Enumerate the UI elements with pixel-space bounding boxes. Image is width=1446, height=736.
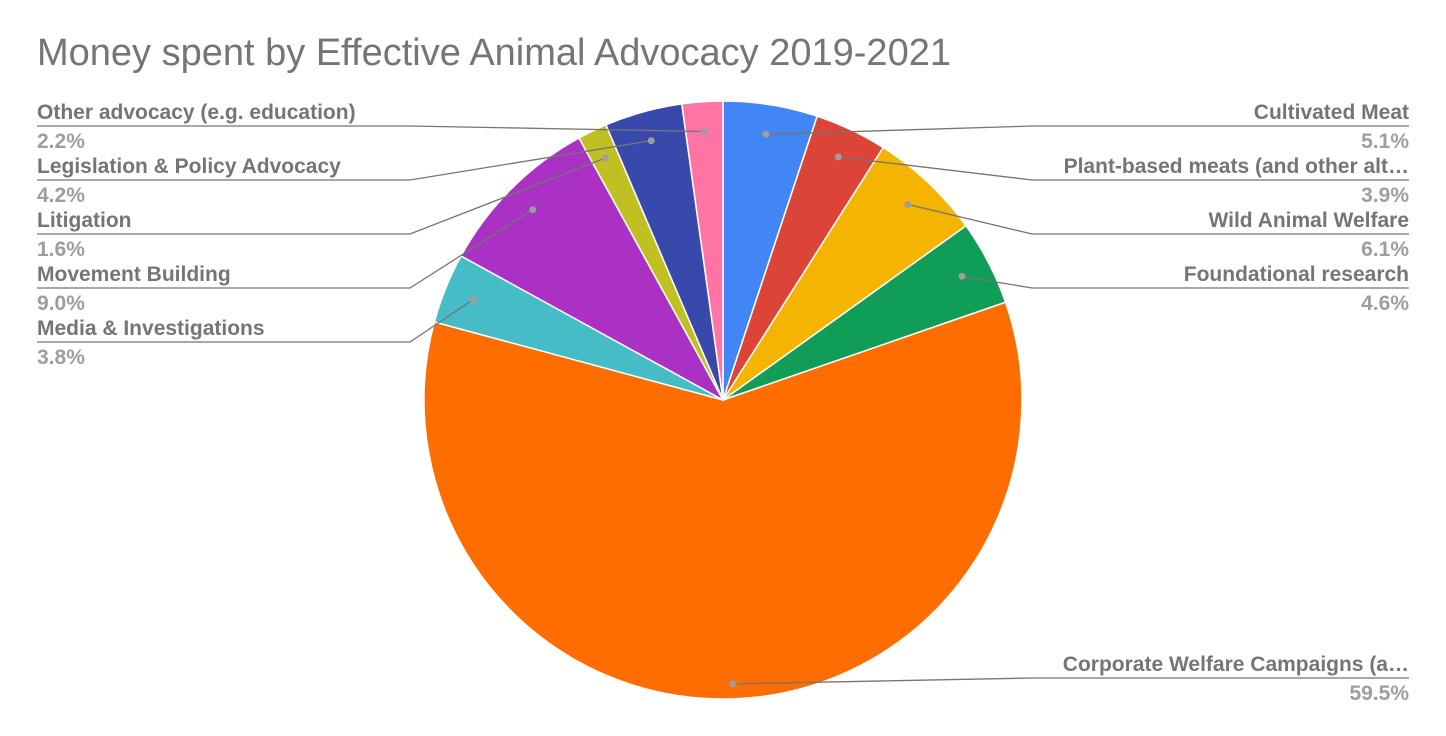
slice-label-movement-building: Movement Building	[37, 263, 231, 286]
slice-label-media-investigations: Media & Investigations	[37, 317, 265, 340]
slice-label-cultivated-meat: Cultivated Meat	[1254, 101, 1409, 124]
pie-slice-movement-building	[459, 136, 725, 402]
slice-percent-plant-based-meats-and-other-alt: 3.9%	[1361, 184, 1409, 207]
leader-line-plant-based-meats-and-other-alt	[838, 156, 1409, 181]
slice-label-other-advocacy-e-g-education: Other advocacy (e.g. education)	[37, 101, 356, 124]
leader-line-legislation-policy-advocacy	[37, 140, 652, 181]
slice-percent-corporate-welfare-campaigns-a: 59.5%	[1349, 682, 1409, 705]
slice-percent-media-investigations: 3.8%	[37, 346, 85, 369]
leader-dot-movement-building	[529, 206, 537, 214]
leader-dot-cultivated-meat	[762, 130, 770, 138]
slice-percent-other-advocacy-e-g-education: 2.2%	[37, 130, 85, 153]
leader-dot-corporate-welfare-campaigns-a	[729, 680, 737, 688]
leader-dot-media-investigations	[469, 295, 477, 303]
leader-dot-legislation-policy-advocacy	[647, 137, 655, 145]
slice-percent-legislation-policy-advocacy: 4.2%	[37, 184, 85, 207]
leader-line-foundational-research	[961, 275, 1409, 289]
leader-line-media-investigations	[37, 298, 474, 343]
pie-slice-other-advocacy-e-g-education	[680, 100, 724, 401]
leader-dot-wild-animal-welfare	[904, 200, 912, 208]
slice-label-litigation: Litigation	[37, 209, 131, 232]
slice-label-wild-animal-welfare: Wild Animal Welfare	[1208, 209, 1409, 232]
pie-slice-corporate-welfare-campaigns-a	[423, 301, 1023, 700]
leader-line-other-advocacy-e-g-education	[37, 125, 705, 133]
slice-percent-wild-animal-welfare: 6.1%	[1361, 238, 1409, 261]
leader-line-wild-animal-welfare	[907, 203, 1409, 235]
pie-slices	[423, 100, 1023, 700]
slice-label-legislation-policy-advocacy: Legislation & Policy Advocacy	[37, 155, 341, 178]
slice-label-plant-based-meats-and-other-alt: Plant-based meats (and other alt…	[1064, 155, 1409, 178]
slice-percent-movement-building: 9.0%	[37, 292, 85, 315]
leader-line-litigation	[37, 157, 606, 235]
slice-labels: Cultivated Meat 5.1%Plant-based meats (an…	[37, 101, 1409, 705]
leader-line-movement-building	[37, 209, 534, 289]
chart-title: Money spent by Effective Animal Advocacy…	[37, 32, 951, 74]
leader-line-cultivated-meat	[765, 125, 1409, 135]
slice-percent-cultivated-meat: 5.1%	[1361, 130, 1409, 153]
label-leader-lines	[37, 125, 1409, 688]
slice-label-corporate-welfare-campaigns-a: Corporate Welfare Campaigns (a…	[1063, 653, 1409, 676]
leader-dot-other-advocacy-e-g-education	[700, 128, 708, 135]
leader-dot-plant-based-meats-and-other-alt	[834, 153, 842, 161]
leader-dot-foundational-research	[958, 272, 966, 280]
slice-label-foundational-research: Foundational research	[1184, 263, 1409, 286]
leader-line-corporate-welfare-campaigns-a	[732, 677, 1409, 685]
slice-percent-litigation: 1.6%	[37, 238, 85, 261]
leader-dot-litigation	[601, 154, 609, 162]
slice-percent-foundational-research: 4.6%	[1361, 292, 1409, 315]
